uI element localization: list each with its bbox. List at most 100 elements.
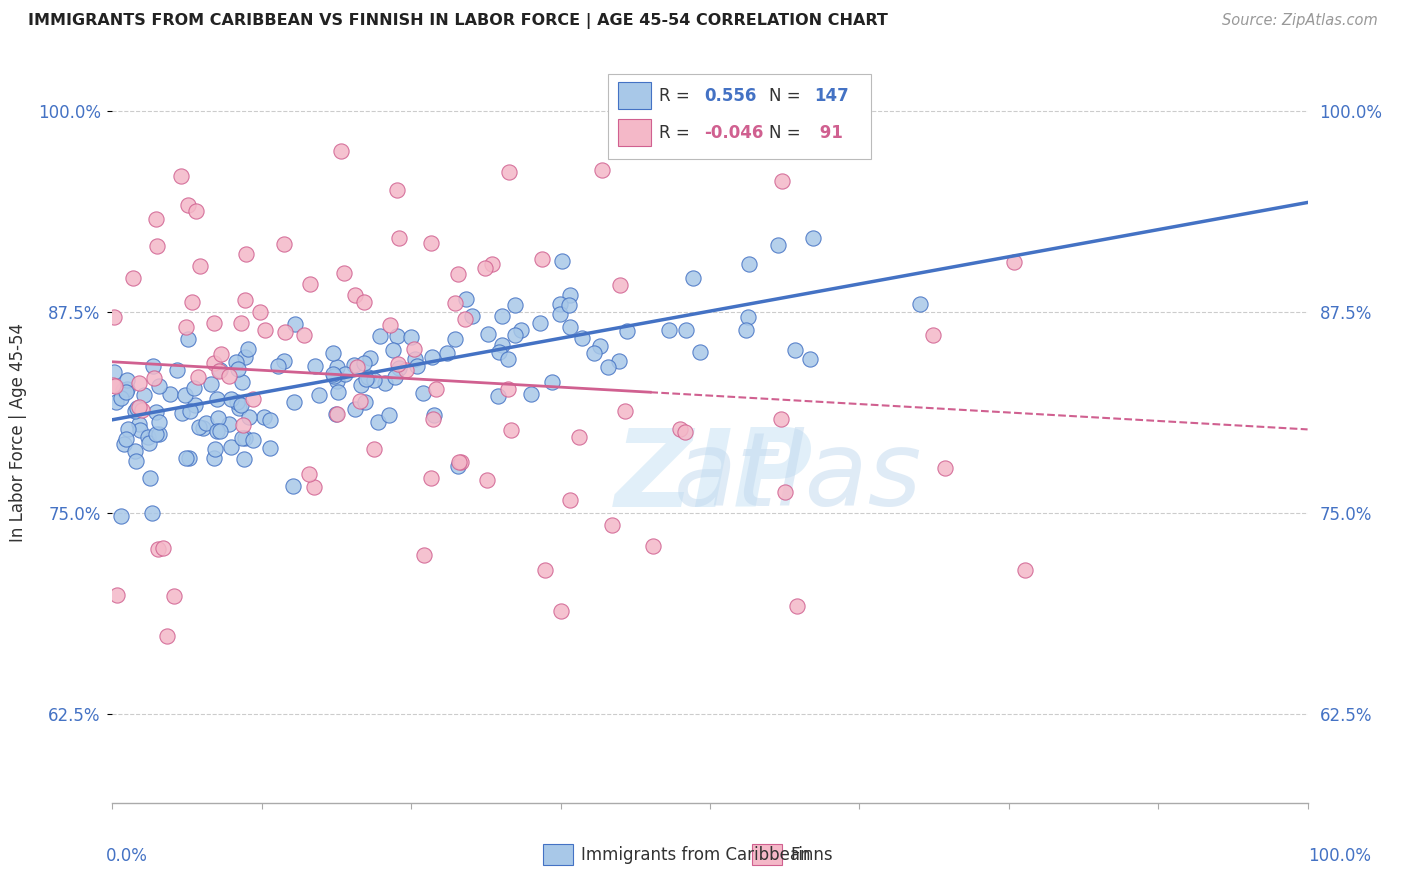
Point bbox=[669, 421, 692, 435]
Point bbox=[378, 409, 401, 423]
Point bbox=[422, 408, 444, 422]
Point bbox=[322, 345, 344, 359]
Point bbox=[419, 235, 441, 250]
Point bbox=[259, 442, 281, 456]
Point bbox=[233, 431, 256, 445]
FancyBboxPatch shape bbox=[609, 73, 872, 159]
Point bbox=[346, 360, 368, 375]
Point bbox=[242, 392, 264, 406]
Point bbox=[443, 295, 465, 310]
Point bbox=[125, 454, 148, 468]
Point bbox=[447, 458, 470, 473]
Point bbox=[1002, 255, 1025, 269]
Point bbox=[934, 460, 956, 475]
Point bbox=[112, 383, 135, 397]
Point bbox=[304, 359, 326, 373]
Point bbox=[208, 364, 231, 378]
Point bbox=[447, 455, 470, 469]
Point bbox=[122, 271, 145, 285]
Point bbox=[174, 388, 197, 402]
Point bbox=[225, 394, 247, 409]
Point bbox=[242, 433, 264, 447]
Point bbox=[128, 376, 150, 391]
Point bbox=[129, 423, 152, 437]
Point bbox=[115, 384, 138, 399]
Point bbox=[267, 359, 290, 373]
Point bbox=[786, 599, 808, 613]
Point bbox=[354, 395, 377, 409]
Point bbox=[474, 260, 496, 275]
Point bbox=[233, 293, 256, 308]
Point bbox=[176, 332, 198, 346]
Point bbox=[308, 388, 330, 402]
Point bbox=[475, 474, 498, 488]
Point bbox=[682, 271, 704, 285]
Point bbox=[127, 401, 149, 416]
Point bbox=[488, 345, 510, 359]
Point bbox=[179, 403, 201, 417]
Point bbox=[380, 318, 402, 332]
Point bbox=[176, 320, 198, 334]
Point bbox=[207, 411, 229, 425]
Point bbox=[238, 409, 260, 424]
Point bbox=[363, 442, 385, 456]
Point bbox=[104, 379, 127, 393]
Text: 100.0%: 100.0% bbox=[1308, 847, 1371, 865]
FancyBboxPatch shape bbox=[619, 82, 651, 109]
Point bbox=[422, 412, 444, 426]
Point bbox=[413, 549, 436, 563]
Point bbox=[273, 353, 295, 368]
Point bbox=[496, 351, 519, 366]
Point bbox=[354, 372, 377, 386]
Text: 147: 147 bbox=[814, 87, 849, 104]
Point bbox=[292, 328, 315, 343]
Point bbox=[103, 365, 125, 379]
Point bbox=[737, 257, 759, 271]
Point bbox=[349, 394, 371, 409]
Point bbox=[170, 169, 193, 184]
Point bbox=[226, 362, 249, 376]
Point bbox=[402, 343, 425, 357]
Point bbox=[298, 467, 321, 481]
Point bbox=[801, 230, 824, 244]
Point bbox=[101, 377, 124, 392]
Point bbox=[388, 231, 411, 245]
Point bbox=[343, 402, 366, 417]
Point bbox=[283, 395, 305, 409]
Point bbox=[550, 604, 572, 618]
Point bbox=[209, 347, 232, 361]
Point bbox=[349, 377, 371, 392]
Point bbox=[503, 298, 526, 312]
Point bbox=[162, 589, 184, 603]
Point bbox=[343, 287, 366, 301]
Point bbox=[353, 356, 375, 370]
Point bbox=[326, 385, 349, 400]
Point bbox=[172, 406, 194, 420]
Point bbox=[498, 165, 520, 179]
Point bbox=[281, 479, 304, 493]
Text: R =: R = bbox=[658, 124, 695, 142]
Text: R =: R = bbox=[658, 87, 695, 104]
Point bbox=[420, 471, 443, 485]
Point bbox=[156, 629, 179, 643]
Point bbox=[454, 312, 477, 326]
Point bbox=[124, 404, 146, 418]
Point bbox=[591, 163, 613, 178]
Point bbox=[357, 370, 380, 384]
Text: -0.046: -0.046 bbox=[704, 124, 763, 142]
Point bbox=[540, 375, 562, 389]
Point bbox=[322, 367, 344, 381]
Point bbox=[531, 252, 554, 267]
Point bbox=[187, 420, 209, 434]
Point bbox=[110, 508, 132, 523]
Point bbox=[491, 309, 513, 323]
Point bbox=[117, 422, 139, 436]
Point bbox=[148, 427, 170, 442]
FancyBboxPatch shape bbox=[619, 120, 651, 146]
Point bbox=[359, 351, 381, 365]
Point bbox=[110, 391, 132, 405]
Point bbox=[208, 363, 231, 377]
Point bbox=[221, 392, 243, 406]
Text: N =: N = bbox=[769, 87, 806, 104]
Point bbox=[388, 361, 411, 376]
